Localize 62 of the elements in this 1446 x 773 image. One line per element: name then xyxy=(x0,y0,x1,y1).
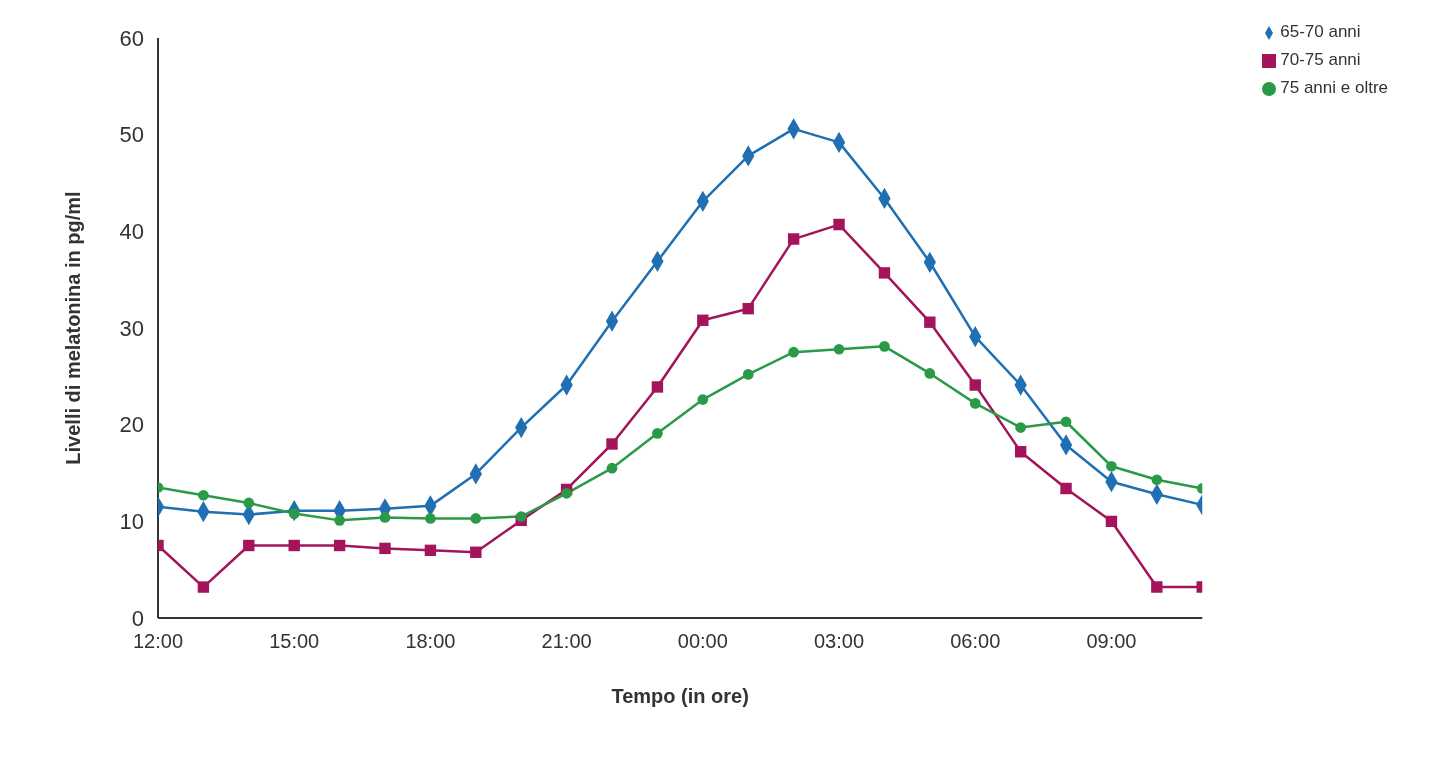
y-tick-label: 50 xyxy=(119,122,144,148)
y-tick-label: 20 xyxy=(119,412,144,438)
point xyxy=(787,233,800,245)
point xyxy=(742,369,754,380)
y-tick-label: 60 xyxy=(119,25,144,51)
point xyxy=(879,341,890,352)
point xyxy=(1060,416,1072,428)
point xyxy=(697,314,709,326)
point xyxy=(515,511,527,522)
point xyxy=(334,515,345,526)
x-tick-label: 15:00 xyxy=(269,630,320,653)
x-tick-label: 18:00 xyxy=(405,630,456,653)
point xyxy=(606,462,618,474)
x-tick-label: 09:00 xyxy=(1086,630,1137,653)
legend-label: 75 anni e oltre xyxy=(1280,78,1388,97)
x-tick-label: 06:00 xyxy=(950,630,1001,653)
point xyxy=(470,513,482,524)
point xyxy=(833,343,845,355)
point xyxy=(742,302,754,315)
point xyxy=(1014,446,1027,458)
point xyxy=(878,267,891,279)
point xyxy=(1151,474,1163,486)
point xyxy=(561,487,572,499)
point xyxy=(1105,515,1118,528)
point xyxy=(1015,422,1026,433)
point xyxy=(379,542,391,555)
y-tick-label: 10 xyxy=(119,509,144,535)
point xyxy=(1106,460,1117,472)
x-tick-label: 12:00 xyxy=(132,630,184,653)
point xyxy=(198,489,209,501)
point xyxy=(1060,482,1072,495)
point xyxy=(379,512,391,523)
point xyxy=(606,438,618,450)
x-axis-title: Tempo (in ore) xyxy=(611,685,749,707)
point xyxy=(652,428,663,439)
legend-label: 70-75 anni xyxy=(1280,50,1361,69)
y-tick-label: 40 xyxy=(119,219,144,245)
legend-label: 65-70 anni xyxy=(1280,22,1361,41)
x-tick-label: 00:00 xyxy=(677,630,728,653)
point xyxy=(788,346,799,358)
y-tick-label: 30 xyxy=(119,315,144,341)
y-tick-label: 0 xyxy=(131,605,144,631)
point xyxy=(697,394,709,405)
point xyxy=(969,379,981,391)
point xyxy=(424,544,437,557)
x-tick-label: 03:00 xyxy=(814,630,865,653)
point xyxy=(1151,581,1163,593)
point xyxy=(288,508,300,519)
point xyxy=(833,218,845,231)
point xyxy=(243,497,255,509)
point xyxy=(651,381,664,393)
y-axis-title: Livelli di melatonina in pg/ml xyxy=(62,191,85,465)
point xyxy=(288,539,300,552)
point xyxy=(969,398,981,409)
point xyxy=(425,513,436,524)
x-tick-label: 21:00 xyxy=(541,630,592,653)
point xyxy=(197,581,210,593)
point xyxy=(243,539,255,552)
point xyxy=(333,539,346,552)
point xyxy=(924,316,936,328)
point xyxy=(470,546,482,558)
point xyxy=(924,368,936,379)
